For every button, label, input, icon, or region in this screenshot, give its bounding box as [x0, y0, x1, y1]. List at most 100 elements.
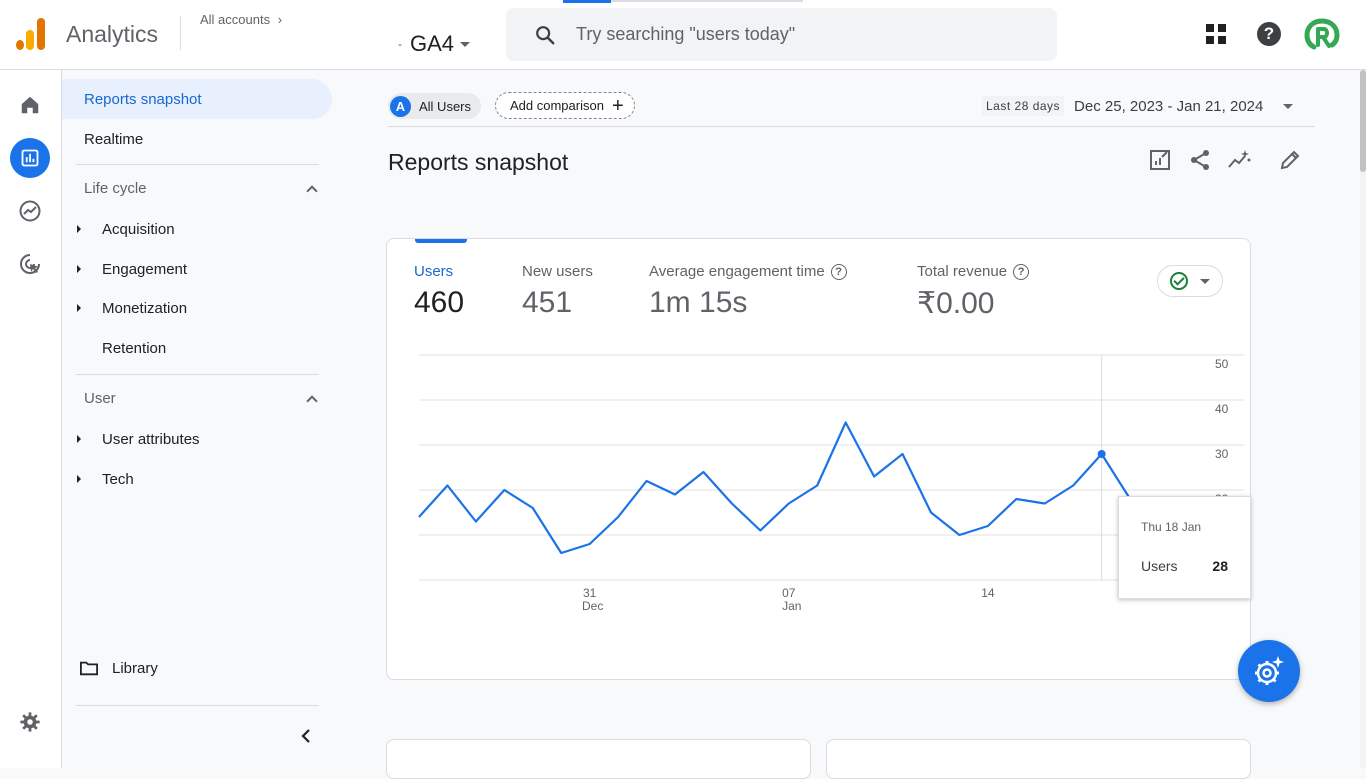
reports-button[interactable] — [10, 138, 50, 178]
explore-button[interactable] — [10, 191, 50, 231]
caret-down-icon — [1283, 103, 1294, 109]
page-title: Reports snapshot — [388, 149, 569, 175]
nav-monetization-label: Monetization — [102, 299, 188, 317]
users-line-chart: 102030405031Dec07Jan14 — [418, 354, 1244, 613]
metric-tab-indicator — [415, 239, 467, 243]
lifecycle-section-header[interactable]: Life cycle — [84, 180, 320, 197]
settings-insights-fab[interactable] — [1238, 640, 1300, 702]
nav-library[interactable]: Library — [62, 648, 158, 688]
add-comparison-label: Add comparison — [510, 98, 604, 113]
home-button[interactable] — [10, 85, 50, 125]
nav-library-label: Library — [112, 659, 158, 677]
metric-total-revenue-label: Total revenue — [917, 263, 1008, 280]
tooltip-value: 28 — [1212, 558, 1228, 574]
page-scrollbar[interactable] — [1360, 70, 1366, 768]
insights-icon[interactable] — [1227, 148, 1251, 172]
analytics-logo-icon[interactable] — [16, 18, 46, 50]
caret-down-icon — [1200, 278, 1210, 284]
user-section-header[interactable]: User — [84, 390, 320, 407]
metric-users[interactable]: Users 460 — [414, 263, 464, 320]
nav-rail — [0, 70, 62, 768]
nav-divider — [76, 164, 319, 165]
nav-acquisition[interactable]: Acquisition — [62, 209, 175, 249]
nav-acquisition-label: Acquisition — [102, 220, 175, 238]
highlighted-data-point[interactable] — [1097, 450, 1106, 458]
metric-new-users[interactable]: New users 451 — [522, 263, 593, 320]
add-comparison-button[interactable]: Add comparison + — [495, 92, 635, 119]
help-circle-icon[interactable]: ? — [1013, 263, 1030, 280]
metric-users-value: 460 — [414, 286, 465, 319]
expand-arrow-icon — [77, 435, 81, 443]
collapse-nav-button[interactable] — [296, 726, 316, 746]
metric-new-users-value: 451 — [522, 286, 573, 319]
nav-user-attributes-label: User attributes — [102, 430, 200, 448]
nav-tech-label: Tech — [102, 470, 134, 488]
all-accounts-link[interactable]: All accounts › — [200, 12, 282, 27]
property-selector[interactable]: - GA4 — [398, 31, 471, 57]
help-circle-icon[interactable]: ? — [830, 263, 847, 280]
property-prefix: - — [398, 37, 402, 51]
admin-settings-button[interactable] — [10, 702, 50, 742]
date-range-picker[interactable]: Last 28 days Dec 25, 2023 - Jan 21, 2024 — [982, 96, 1294, 116]
tab-indicator-track — [611, 0, 803, 2]
x-tick-month-label: Dec — [582, 599, 603, 613]
search-bar[interactable] — [506, 8, 1057, 61]
toolbar-divider — [388, 126, 1315, 127]
explore-trend-icon — [19, 200, 41, 222]
account-avatar-icon[interactable] — [1304, 18, 1340, 52]
advertising-target-icon — [20, 254, 40, 274]
metric-avg-engagement-label: Average engagement time — [649, 263, 825, 280]
nav-tech[interactable]: Tech — [62, 459, 134, 499]
nav-engagement[interactable]: Engagement — [62, 249, 187, 289]
user-section-title: User — [84, 390, 116, 407]
active-tab-indicator — [563, 0, 611, 3]
summary-card-left — [386, 739, 811, 779]
property-name: GA4 — [410, 31, 455, 56]
date-range-value: Dec 25, 2023 - Jan 21, 2024 — [1074, 97, 1264, 115]
nav-user-attributes[interactable]: User attributes — [62, 419, 200, 459]
nav-retention[interactable]: Retention — [62, 328, 166, 368]
sparkle-gear-icon — [1255, 656, 1284, 685]
help-icon[interactable]: ? — [1257, 22, 1281, 46]
y-tick-label: 30 — [1215, 447, 1229, 461]
all-users-label: All Users — [419, 98, 472, 114]
expand-arrow-icon — [77, 475, 81, 483]
nav-monetization[interactable]: Monetization — [62, 288, 187, 328]
y-tick-label: 50 — [1215, 357, 1229, 371]
customize-report-icon[interactable] — [1148, 148, 1172, 172]
main-content: A All Users Add comparison + Last 28 day… — [338, 70, 1360, 779]
scrollbar-thumb[interactable] — [1360, 70, 1366, 172]
apps-grid-icon[interactable] — [1206, 24, 1226, 44]
expand-arrow-icon — [77, 265, 81, 273]
share-icon[interactable] — [1188, 148, 1212, 172]
plus-icon: + — [611, 94, 624, 117]
summary-card-right — [826, 739, 1251, 779]
search-icon — [536, 26, 555, 45]
all-users-chip[interactable]: A All Users — [388, 93, 482, 119]
nav-engagement-label: Engagement — [102, 260, 188, 278]
folder-icon — [80, 661, 98, 676]
metric-avg-engagement[interactable]: Average engagement time? 1m 15s — [649, 263, 847, 320]
x-tick-label: 31 — [583, 586, 597, 600]
x-tick-month-label: Jan — [782, 599, 801, 613]
edit-pencil-icon[interactable] — [1278, 148, 1302, 172]
data-quality-chip[interactable] — [1157, 265, 1223, 297]
top-bar: Analytics All accounts › - GA4 ? — [0, 0, 1366, 70]
users-series-line[interactable] — [418, 421, 1188, 568]
chevron-up-icon — [306, 394, 318, 407]
app-title[interactable]: Analytics — [66, 21, 159, 47]
all-accounts-label: All accounts — [200, 12, 271, 27]
metric-total-revenue[interactable]: Total revenue? ₹0.00 — [917, 263, 1030, 321]
nav-realtime[interactable]: Realtime — [84, 130, 144, 148]
x-tick-label: 14 — [981, 586, 995, 600]
nav-reports-snapshot[interactable]: Reports snapshot — [62, 79, 332, 119]
tooltip-series-name: Users — [1141, 558, 1178, 574]
users-overview-card: Users 460 New users 451 Average engageme… — [386, 238, 1251, 680]
chevron-left-icon — [301, 729, 310, 743]
x-tick-label: 07 — [782, 586, 796, 600]
nav-retention-label: Retention — [102, 339, 167, 357]
search-input[interactable] — [576, 20, 1026, 48]
advertising-button[interactable] — [10, 244, 50, 284]
bar-chart-icon — [21, 149, 39, 167]
check-circle-icon — [1170, 272, 1188, 290]
